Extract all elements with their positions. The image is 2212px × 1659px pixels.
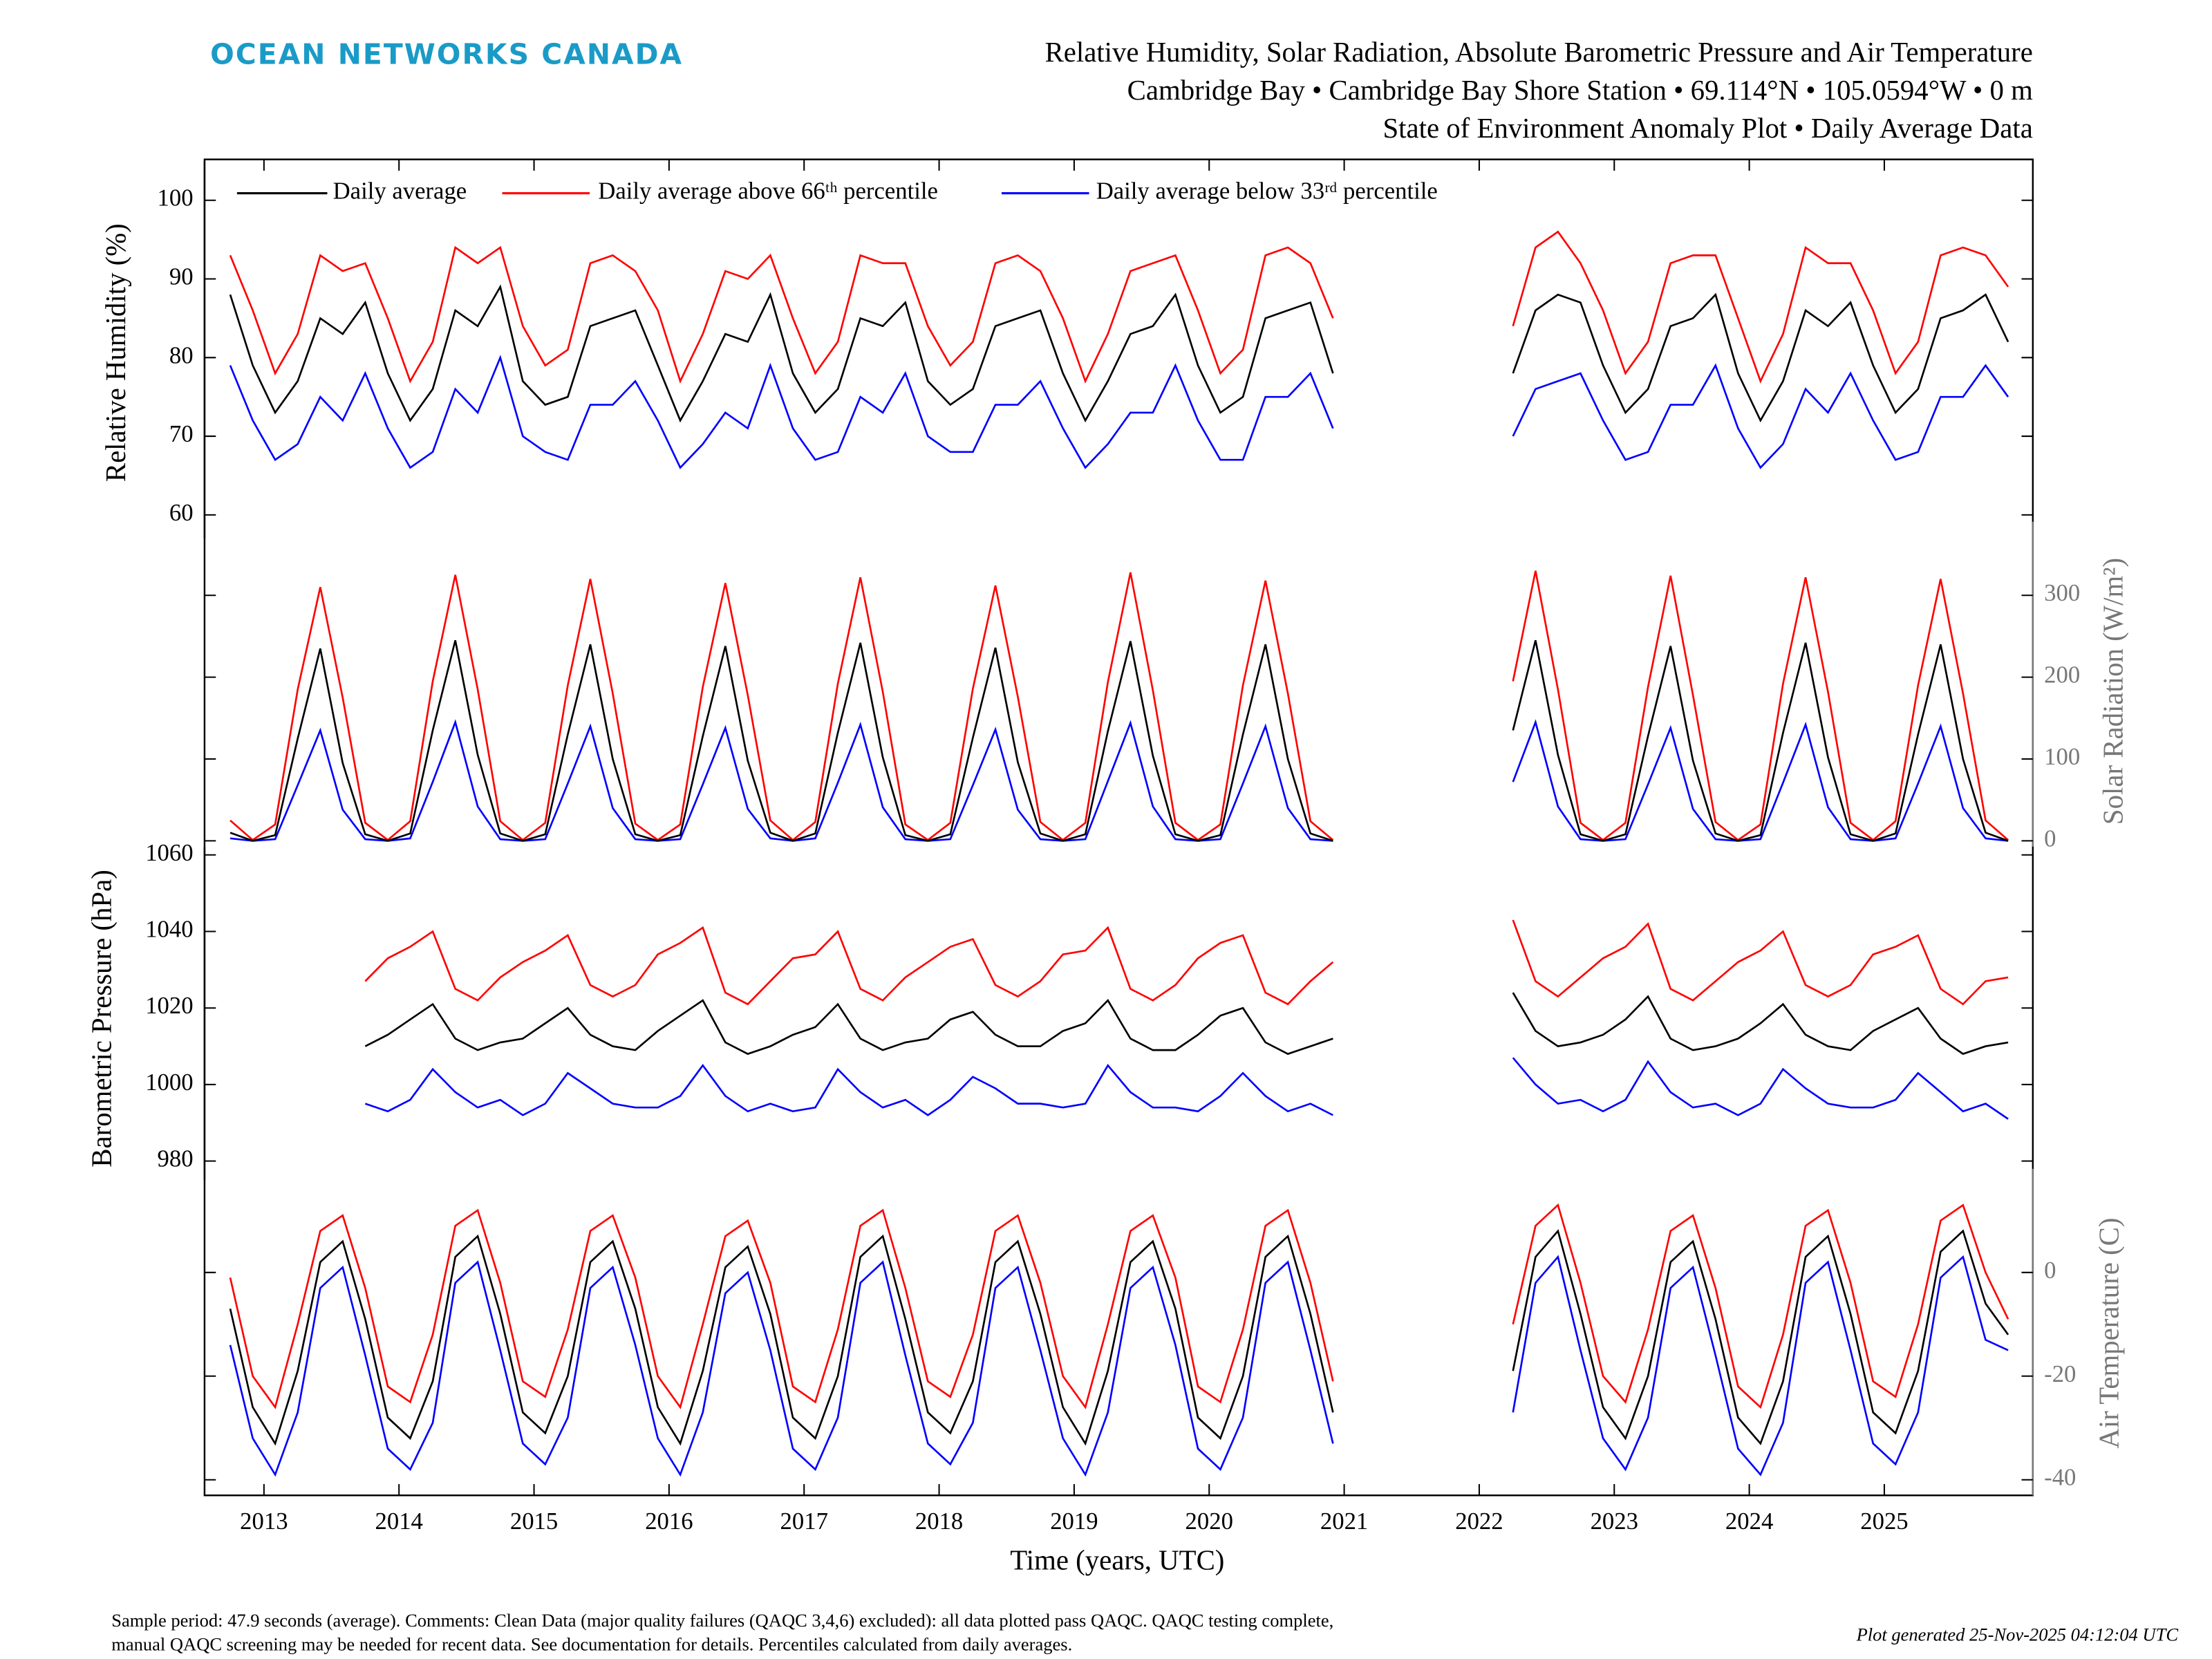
y-tick-label: 980 bbox=[158, 1145, 194, 1172]
y-tick-label: 1020 bbox=[145, 992, 193, 1019]
x-tick-label: 2017 bbox=[780, 1508, 828, 1535]
y-tick-label: 1000 bbox=[145, 1069, 193, 1096]
x-tick-label: 2021 bbox=[1320, 1508, 1368, 1535]
subtitle: Cambridge Bay • Cambridge Bay Shore Stat… bbox=[1127, 75, 2033, 106]
x-tick-label: 2020 bbox=[1185, 1508, 1233, 1535]
data-line bbox=[229, 719, 2009, 842]
y-tick-label: 80 bbox=[169, 341, 194, 368]
y-tick-label: 200 bbox=[2044, 662, 2080, 688]
y-tick-label: 0 bbox=[2044, 825, 2056, 852]
y-tick-label: 0 bbox=[2044, 1257, 2056, 1284]
x-tick-label: 2023 bbox=[1591, 1508, 1638, 1535]
subtitle: State of Environment Anomaly Plot • Dail… bbox=[1382, 113, 2032, 144]
footer-note: Sample period: 47.9 seconds (average). C… bbox=[111, 1610, 1333, 1631]
legend-label: Daily average below 33ʳᵈ percentile bbox=[1096, 178, 1438, 205]
y-axis-label: Relative Humidity (%) bbox=[100, 223, 131, 482]
data-line bbox=[229, 640, 2009, 842]
y-tick-label: 100 bbox=[158, 185, 194, 212]
x-axis-label: Time (years, UTC) bbox=[1010, 1545, 1224, 1576]
data-line bbox=[364, 919, 2009, 1006]
y-tick-label: -20 bbox=[2044, 1360, 2076, 1387]
x-tick-label: 2018 bbox=[915, 1508, 963, 1535]
logo: OCEAN NETWORKS CANADA bbox=[210, 38, 683, 71]
y-tick-label: 1060 bbox=[145, 839, 193, 866]
y-tick-label: 100 bbox=[2044, 743, 2080, 770]
data-line bbox=[229, 1255, 2009, 1477]
x-tick-label: 2024 bbox=[1725, 1508, 1773, 1535]
generated-note: Plot generated 25-Nov-2025 04:12:04 UTC bbox=[1856, 1624, 2179, 1644]
y-axis-label: Air Temperature (C) bbox=[2093, 1218, 2124, 1449]
x-tick-label: 2025 bbox=[1860, 1508, 1908, 1535]
footer-note: manual QAQC screening may be needed for … bbox=[111, 1634, 1072, 1655]
data-line bbox=[364, 1057, 2009, 1120]
data-line bbox=[229, 570, 2009, 841]
data-line bbox=[229, 355, 2009, 469]
legend-label: Daily average above 66ᵗʰ percentile bbox=[598, 178, 938, 205]
x-tick-label: 2022 bbox=[1455, 1508, 1503, 1535]
data-line bbox=[364, 992, 2009, 1056]
y-axis-label: Barometric Pressure (hPa) bbox=[86, 870, 117, 1168]
y-tick-label: 70 bbox=[169, 420, 194, 447]
y-axis-label: Solar Radiation (W/m²) bbox=[2098, 558, 2129, 825]
x-tick-label: 2015 bbox=[510, 1508, 558, 1535]
y-tick-label: 90 bbox=[169, 263, 194, 290]
x-tick-label: 2016 bbox=[645, 1508, 693, 1535]
data-line bbox=[229, 230, 2009, 384]
data-line bbox=[229, 1203, 2009, 1409]
y-tick-label: 60 bbox=[169, 499, 194, 526]
title: Relative Humidity, Solar Radiation, Abso… bbox=[1045, 37, 2033, 68]
data-line bbox=[229, 284, 2009, 423]
x-tick-label: 2014 bbox=[375, 1508, 423, 1535]
y-tick-label: 1040 bbox=[145, 915, 193, 942]
y-tick-label: 300 bbox=[2044, 579, 2080, 606]
data-line bbox=[229, 1229, 2009, 1446]
x-tick-label: 2013 bbox=[240, 1508, 288, 1535]
y-tick-label: -40 bbox=[2044, 1464, 2076, 1491]
x-tick-label: 2019 bbox=[1050, 1508, 1098, 1535]
legend-label: Daily average bbox=[333, 178, 467, 205]
